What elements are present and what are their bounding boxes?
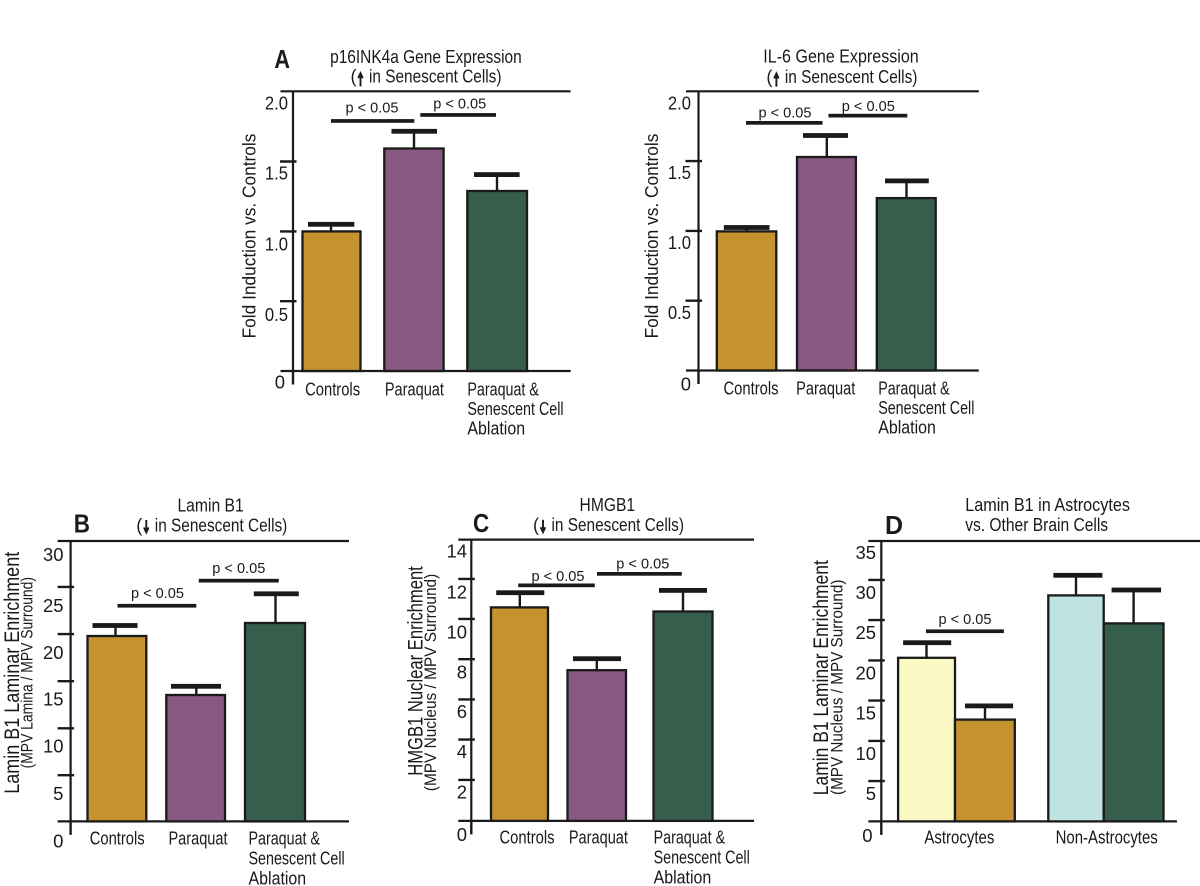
svg-text:Paraquat &: Paraquat &: [467, 379, 539, 399]
svg-text:0.5: 0.5: [668, 302, 691, 323]
svg-text:p < 0.05: p < 0.05: [131, 585, 184, 602]
svg-text:Fold Induction vs. Controls: Fold Induction vs. Controls: [239, 134, 260, 339]
svg-text:in Senescent Cells): in Senescent Cells): [369, 67, 502, 87]
svg-text:2.0: 2.0: [668, 92, 691, 113]
svg-text:20: 20: [856, 663, 877, 684]
svg-text:(MPV Lamina / MPV Surround): (MPV Lamina / MPV Surround): [19, 577, 37, 768]
svg-text:0: 0: [53, 831, 63, 852]
svg-text:p16INK4a Gene Expression: p16INK4a Gene Expression: [330, 47, 522, 67]
svg-text:Controls: Controls: [500, 828, 555, 848]
svg-text:HMGB1 Nuclear Enrichment: HMGB1 Nuclear Enrichment: [405, 566, 428, 776]
svg-text:14: 14: [447, 541, 468, 562]
svg-text:Lamin B1 in Astrocytes: Lamin B1 in Astrocytes: [965, 495, 1130, 515]
svg-text:15: 15: [43, 689, 64, 710]
svg-text:Senescent Cell: Senescent Cell: [467, 399, 563, 419]
svg-text:0: 0: [681, 374, 691, 395]
svg-text:25: 25: [43, 595, 64, 616]
svg-text:p < 0.05: p < 0.05: [433, 96, 486, 113]
svg-text:10: 10: [447, 622, 468, 643]
svg-text:0: 0: [457, 824, 467, 845]
svg-text:Paraquat: Paraquat: [385, 379, 444, 399]
svg-text:20: 20: [43, 642, 64, 663]
svg-text:(MPV Nucleus / MPV Surround): (MPV Nucleus / MPV Surround): [829, 580, 847, 795]
svg-text:Paraquat &: Paraquat &: [249, 829, 321, 849]
svg-text:5: 5: [866, 783, 876, 804]
svg-text:Astrocytes: Astrocytes: [924, 828, 994, 848]
svg-text:30: 30: [856, 582, 877, 603]
svg-text:p < 0.05: p < 0.05: [842, 98, 895, 115]
svg-text:10: 10: [856, 743, 877, 764]
svg-text:in Senescent Cells): in Senescent Cells): [785, 67, 918, 87]
svg-text:2.0: 2.0: [265, 93, 288, 114]
svg-text:0.5: 0.5: [265, 304, 288, 325]
svg-text:Paraquat &: Paraquat &: [878, 378, 950, 398]
svg-text:Ablation: Ablation: [467, 419, 525, 439]
svg-text:Controls: Controls: [90, 829, 145, 849]
svg-text:1.0: 1.0: [265, 234, 288, 255]
svg-text:Fold Induction vs. Controls: Fold Induction vs. Controls: [641, 134, 662, 339]
svg-text:D: D: [885, 510, 903, 540]
svg-text:(: (: [136, 515, 142, 535]
svg-text:Non-Astrocytes: Non-Astrocytes: [1056, 828, 1158, 848]
svg-text:15: 15: [856, 703, 877, 724]
svg-text:IL-6 Gene Expression: IL-6 Gene Expression: [763, 47, 918, 67]
svg-text:30: 30: [43, 544, 64, 565]
svg-text:B: B: [74, 509, 90, 539]
svg-text:(: (: [533, 515, 539, 535]
svg-text:5: 5: [53, 783, 63, 804]
svg-text:4: 4: [457, 741, 467, 762]
svg-text:Paraquat: Paraquat: [796, 378, 855, 398]
svg-text:Lamin B1 Laminar Enrichment: Lamin B1 Laminar Enrichment: [1, 552, 24, 794]
svg-text:p < 0.05: p < 0.05: [939, 611, 992, 628]
svg-text:Paraquat: Paraquat: [569, 828, 628, 848]
svg-text:Paraquat &: Paraquat &: [654, 828, 726, 848]
svg-text:10: 10: [43, 736, 64, 757]
svg-text:Lamin B1 Laminar Enrichment: Lamin B1 Laminar Enrichment: [810, 560, 833, 795]
svg-text:25: 25: [856, 622, 877, 643]
svg-text:in Senescent Cells): in Senescent Cells): [155, 515, 287, 535]
svg-text:0: 0: [275, 372, 285, 393]
svg-text:Senescent Cell: Senescent Cell: [249, 849, 345, 869]
svg-text:p < 0.05: p < 0.05: [616, 556, 669, 573]
svg-text:8: 8: [457, 661, 467, 682]
svg-text:vs. Other Brain Cells: vs. Other Brain Cells: [965, 515, 1108, 535]
svg-text:p < 0.05: p < 0.05: [759, 105, 812, 122]
svg-text:(: (: [351, 67, 357, 87]
svg-text:p < 0.05: p < 0.05: [532, 568, 585, 585]
svg-text:6: 6: [457, 701, 467, 722]
svg-text:Lamin B1: Lamin B1: [177, 495, 243, 515]
svg-text:35: 35: [856, 542, 877, 563]
svg-text:0: 0: [862, 825, 872, 846]
svg-text:Ablation: Ablation: [878, 418, 936, 438]
svg-text:Ablation: Ablation: [654, 868, 712, 886]
svg-text:2: 2: [457, 782, 467, 803]
svg-text:p < 0.05: p < 0.05: [212, 560, 265, 577]
svg-text:Controls: Controls: [305, 379, 360, 399]
svg-text:(MPV Nucleus / MPV Surround): (MPV Nucleus / MPV Surround): [422, 574, 440, 791]
svg-text:HMGB1: HMGB1: [580, 495, 636, 515]
svg-text:Senescent Cell: Senescent Cell: [878, 398, 974, 418]
svg-text:Controls: Controls: [724, 378, 779, 398]
svg-text:(: (: [766, 67, 772, 87]
svg-text:A: A: [274, 44, 290, 74]
svg-text:Ablation: Ablation: [249, 869, 307, 886]
svg-text:p < 0.05: p < 0.05: [346, 99, 399, 116]
svg-text:1.5: 1.5: [265, 163, 288, 184]
svg-text:Senescent Cell: Senescent Cell: [654, 848, 750, 868]
svg-text:1.0: 1.0: [668, 232, 691, 253]
svg-text:C: C: [473, 508, 489, 538]
svg-text:1.5: 1.5: [668, 162, 691, 183]
svg-text:in Senescent Cells): in Senescent Cells): [552, 515, 685, 535]
svg-text:Paraquat: Paraquat: [168, 829, 227, 849]
svg-text:12: 12: [447, 582, 468, 603]
